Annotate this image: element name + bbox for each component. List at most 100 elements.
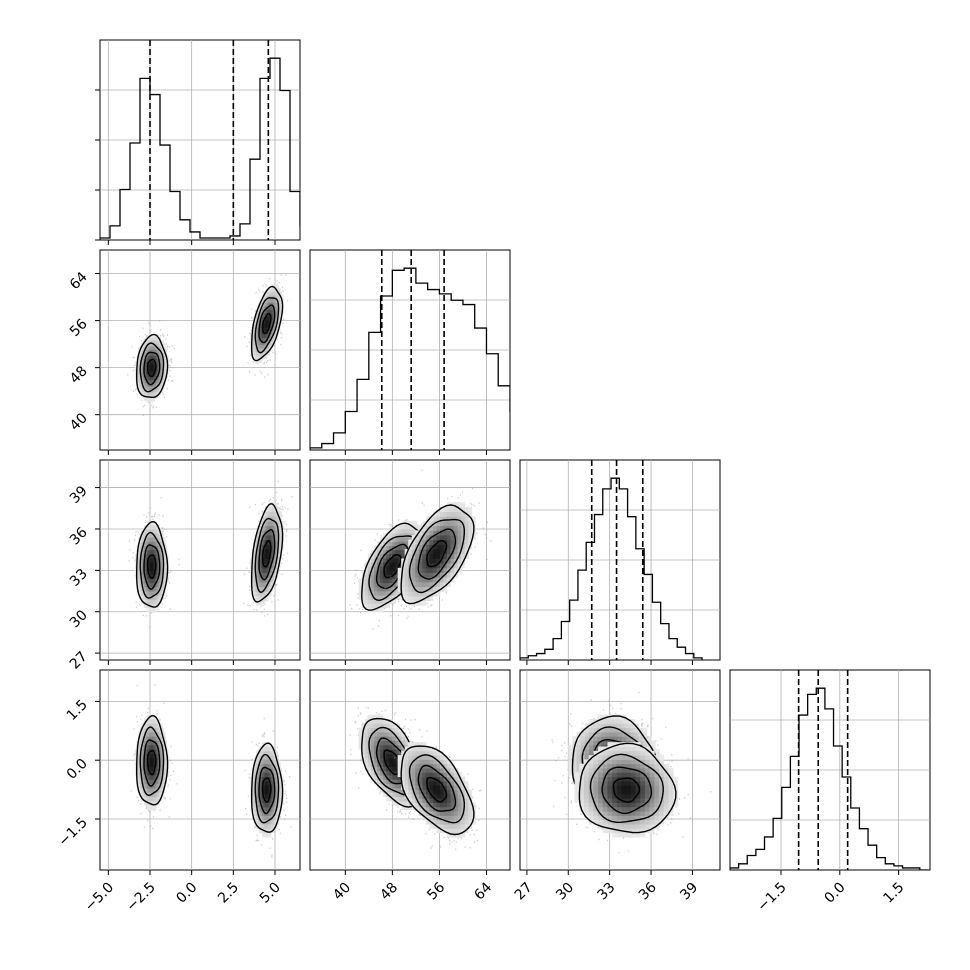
- density-cell: [154, 744, 157, 750]
- density-cell: [154, 524, 157, 530]
- density-cell: [266, 544, 269, 550]
- density-cell: [457, 549, 462, 555]
- density-cell: [159, 753, 162, 759]
- density-cell: [144, 562, 147, 567]
- density-cell: [602, 746, 608, 752]
- density-cell: [280, 535, 283, 541]
- density-cell: [260, 793, 263, 799]
- density-cell: [138, 376, 141, 381]
- density-cell: [266, 520, 269, 527]
- density-cell: [278, 302, 281, 307]
- density-cell: [440, 802, 444, 808]
- density-cell: [151, 398, 154, 402]
- density-cell: [254, 811, 257, 816]
- density-cell: [415, 776, 420, 782]
- density-cell: [269, 591, 272, 597]
- density-cell: [157, 762, 160, 767]
- density-cell: [380, 727, 384, 733]
- density-cell: [145, 723, 148, 729]
- density-cell: [166, 553, 169, 559]
- density-cell: [370, 714, 375, 720]
- density-cell: [278, 539, 281, 545]
- density-cell: [609, 723, 615, 729]
- density-cell: [250, 563, 253, 569]
- density-cell: [162, 545, 165, 551]
- density-cell: [260, 772, 263, 778]
- density-cell: [260, 320, 263, 324]
- density-cell: [256, 341, 259, 346]
- density-cell: [275, 284, 278, 289]
- density-cell: [159, 553, 162, 559]
- density-cell: [147, 783, 150, 789]
- density-cell: [401, 581, 406, 588]
- density-cell: [432, 544, 437, 550]
- density-cell: [157, 582, 160, 588]
- density-cell: [275, 549, 278, 555]
- density-cell: [256, 763, 259, 769]
- density-cell: [395, 586, 399, 592]
- density-cell: [377, 731, 381, 737]
- density-cell: [377, 586, 381, 592]
- density-cell: [160, 574, 163, 580]
- density-cell: [574, 793, 580, 799]
- density-cell: [443, 802, 448, 808]
- density-cell: [392, 533, 396, 538]
- density-cell: [144, 557, 147, 563]
- density-cell: [165, 762, 168, 767]
- density-cell: [370, 749, 375, 754]
- density-cell: [572, 749, 577, 754]
- y-tick-label: 33: [67, 566, 91, 590]
- density-cell: [389, 586, 393, 592]
- density-cell: [663, 780, 669, 786]
- density-cell: [253, 793, 256, 799]
- density-cell: [147, 549, 150, 555]
- density-cell: [401, 553, 405, 559]
- density-cell: [141, 574, 144, 580]
- density-cell: [263, 759, 266, 765]
- density-cell: [425, 520, 430, 527]
- x-tick-label: 30: [553, 880, 577, 904]
- density-cell: [148, 731, 151, 737]
- density-cell: [389, 788, 393, 793]
- density-cell: [415, 600, 420, 606]
- density-cell: [257, 530, 260, 536]
- density-cell: [156, 367, 159, 372]
- density-cell: [429, 520, 434, 527]
- density-cell: [138, 775, 141, 780]
- density-cell: [154, 586, 157, 592]
- density-cell: [461, 828, 466, 834]
- density-cell: [383, 557, 387, 563]
- density-cell: [145, 392, 148, 396]
- density-cell: [461, 530, 466, 536]
- density-cell: [272, 750, 275, 756]
- density-cell: [157, 586, 160, 592]
- density-cell: [457, 802, 462, 808]
- density-cell: [257, 798, 260, 803]
- density-cell: [612, 763, 618, 769]
- density-cell: [574, 785, 580, 791]
- density-cell: [576, 757, 582, 763]
- density-cell: [593, 736, 598, 741]
- density-cell: [663, 789, 669, 795]
- density-cell: [265, 291, 268, 296]
- density-cell: [260, 309, 263, 314]
- density-cell: [436, 525, 441, 531]
- density-cell: [259, 596, 262, 602]
- density-cell: [612, 746, 618, 752]
- density-cell: [259, 768, 262, 773]
- density-cell: [404, 750, 409, 756]
- density-cell: [383, 599, 387, 604]
- density-cell: [436, 793, 441, 799]
- density-cell: [621, 750, 627, 756]
- density-cell: [271, 746, 274, 752]
- density-cell: [156, 796, 159, 802]
- density-cell: [159, 358, 162, 362]
- density-cell: [160, 757, 163, 763]
- density-cell: [150, 528, 153, 534]
- hist-bar: [416, 283, 428, 450]
- density-cell: [257, 544, 260, 550]
- density-cell: [361, 723, 366, 729]
- density-cell: [163, 382, 166, 387]
- density-cell: [151, 779, 154, 785]
- density-cell: [598, 806, 604, 812]
